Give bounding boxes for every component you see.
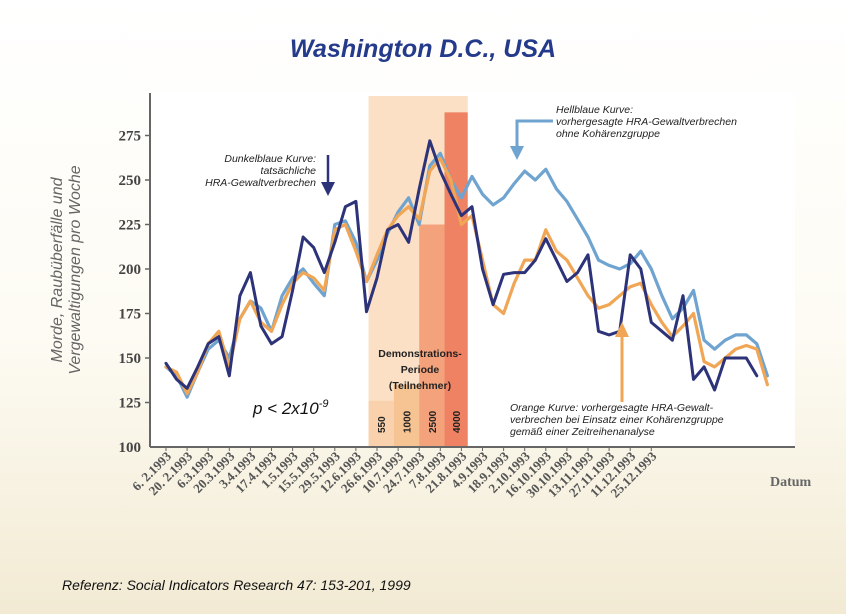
participants-label-1: 550 [377, 416, 388, 433]
light-curve-note-line1: Hellblaue Kurve: [556, 104, 633, 116]
y-tick-100: 100 [119, 440, 142, 456]
orange-curve-note-line1: Orange Kurve: vorhergesagte HRA-Gewalt- [510, 402, 714, 414]
demo-label-line3: (Teilnehmer) [389, 380, 451, 392]
demo-band-4 [444, 112, 468, 448]
y-tick-250: 250 [119, 173, 142, 189]
y-axis-label-line2: Vergewaltigungen pro Woche [67, 165, 84, 374]
participant-labels: 550 1000 2500 4000 [377, 410, 463, 433]
demo-band-3 [419, 224, 445, 447]
series-line-1 [164, 151, 770, 399]
orange-curve-arrow-icon [615, 322, 629, 337]
demo-band-2 [393, 384, 420, 447]
participants-label-2: 1000 [403, 410, 414, 433]
light-curve-arrow-icon [510, 146, 524, 160]
dark-curve-note-line1: Dunkelblaue Kurve: [224, 153, 316, 165]
series-lines [164, 139, 770, 399]
x-axis-label: Datum [770, 475, 812, 490]
demo-label-line1: Demonstrations- [378, 348, 462, 360]
series-line-3 [164, 139, 759, 392]
dark-curve-note-line2: tatsächliche [261, 165, 317, 177]
series-line-2 [164, 157, 770, 396]
demo-band-1 [368, 400, 394, 447]
p-value-base: p < 2x10 [252, 399, 319, 418]
participants-label-3: 2500 [428, 410, 439, 433]
p-value: p < 2x10-9 [252, 398, 328, 418]
reference: Referenz: Social Indicators Research 47:… [62, 577, 411, 593]
light-curve-arrow-shaft [515, 119, 553, 148]
p-value-exponent: -9 [319, 398, 329, 410]
chart-title: Washington D.C., USA [290, 35, 556, 63]
y-tick-150: 150 [119, 351, 142, 367]
y-tick-125: 125 [119, 396, 142, 412]
y-tick-275: 275 [119, 129, 142, 145]
orange-curve-note-line3: gemäß einer Zeitreihenanalyse [510, 426, 655, 438]
y-tick-200: 200 [119, 262, 142, 278]
y-tick-225: 225 [119, 218, 142, 234]
orange-curve-note-line2: verbrechen bei Einsatz einer Kohärenzgru… [510, 414, 724, 426]
plot-area [150, 93, 795, 447]
light-curve-note-line2: vorhergesagte HRA-Gewaltverbrechen [556, 116, 737, 128]
light-curve-note-line3: ohne Kohärenzgruppe [556, 128, 660, 140]
dark-curve-note-line3: HRA-Gewaltverbrechen [205, 177, 316, 189]
demonstration-bands [368, 96, 468, 448]
y-axis: 100 125 150 175 200 225 250 275 [119, 129, 150, 456]
demo-label-line2: Periode [401, 364, 440, 376]
y-axis-label-line1: Morde, Raubüberfälle und [49, 176, 66, 362]
y-tick-175: 175 [119, 307, 142, 323]
dark-curve-arrow-icon [321, 182, 335, 196]
participants-label-4: 4000 [452, 410, 463, 433]
